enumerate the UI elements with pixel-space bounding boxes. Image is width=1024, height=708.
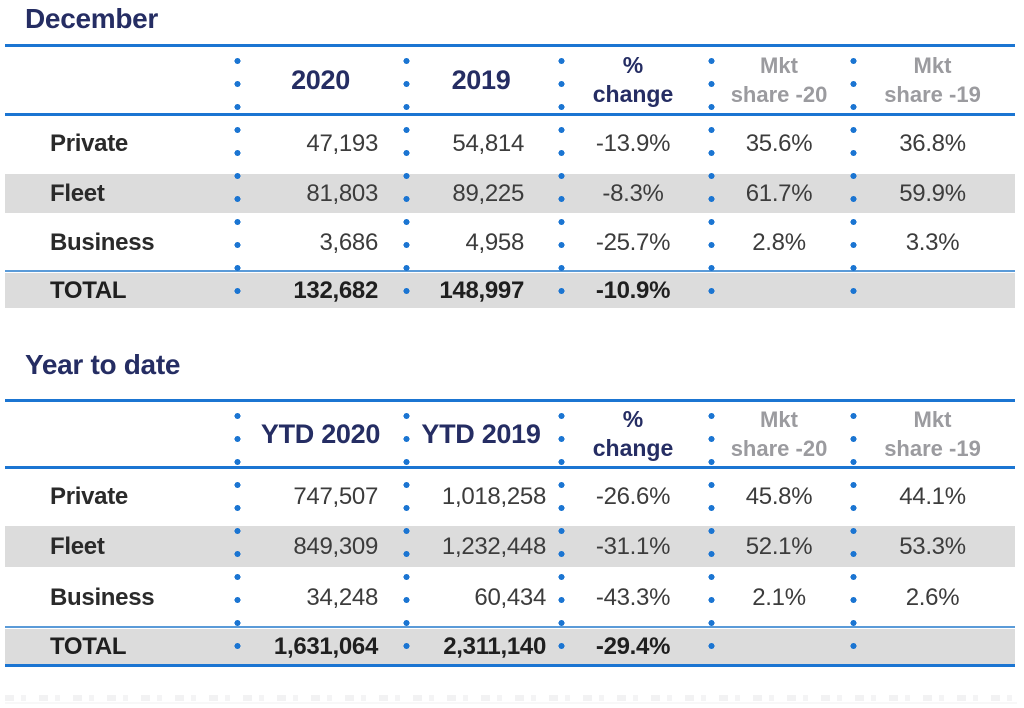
header-row: YTD 2020 YTD 2019 % change Mkt share -20…: [5, 402, 1015, 466]
table-row-business: Business 34,248 60,434 -43.3% 2.1% 2.6%: [5, 569, 1015, 626]
total-top-rule: [5, 270, 1015, 272]
value-mkt-share-19: 59.9%: [899, 179, 966, 207]
value-2020: 3,686: [319, 228, 378, 256]
table-row-total: TOTAL 132,682 148,997 -10.9%: [5, 272, 1015, 308]
value-mkt-share-20: 2.8%: [752, 228, 806, 256]
value-mkt-share-19: 53.3%: [899, 532, 966, 560]
table-row-business: Business 3,686 4,958 -25.7% 2.8% 3.3%: [5, 215, 1015, 270]
header-bottom-rule: [5, 466, 1015, 469]
row-label: TOTAL: [50, 276, 127, 304]
value-ytd-2020: 1,631,064: [273, 632, 378, 660]
row-label: Fleet: [50, 532, 105, 560]
value-mkt-share-19: 2.6%: [905, 583, 960, 611]
value-ytd-2019: 2,311,140: [443, 632, 546, 660]
header-2020: 2020: [291, 64, 350, 95]
value-ytd-2019: 1,018,258: [441, 482, 546, 510]
table-row-private: Private 47,193 54,814 -13.9% 35.6% 36.8%: [5, 116, 1015, 172]
value-mkt-share-20: 35.6%: [745, 130, 813, 157]
header-mkt-share-19: Mkt share -19: [884, 407, 981, 461]
header-bottom-rule: [5, 113, 1015, 116]
value-mkt-share-19: 44.1%: [899, 482, 966, 510]
value-mkt-share-20: 45.8%: [745, 482, 813, 510]
value-2019: 54,814: [452, 130, 524, 157]
header-mkt-share-19: Mkt share -19: [884, 53, 981, 107]
header-mkt-share-20: Mkt share -20: [730, 53, 828, 107]
table-row-fleet: Fleet 849,309 1,232,448 -31.1% 52.1% 53.…: [5, 524, 1015, 569]
december-table: 2020 2019 % change Mkt share -20 Mkt sha…: [5, 44, 1015, 308]
value-change: -25.7%: [595, 228, 671, 256]
value-change: -26.6%: [595, 482, 671, 510]
value-ytd-2020: 34,248: [306, 583, 378, 611]
header-ytd-2020: YTD 2020: [260, 418, 381, 449]
value-2020: 47,193: [306, 130, 378, 157]
value-ytd-2019: 60,434: [474, 583, 546, 611]
table-row-fleet: Fleet 81,803 89,225 -8.3% 61.7% 59.9%: [5, 172, 1015, 215]
header-ytd-2019: YTD 2019: [421, 418, 541, 449]
value-2019: 4,958: [465, 228, 524, 256]
table-top-rule: [5, 44, 1015, 47]
header-pct-change: % change: [592, 406, 674, 461]
table-row-total: TOTAL 1,631,064 2,311,140 -29.4%: [5, 628, 1015, 664]
value-mkt-share-20: 61.7%: [745, 179, 813, 207]
row-label: TOTAL: [50, 632, 127, 660]
value-change: -10.9%: [595, 276, 671, 304]
value-change: -13.9%: [595, 130, 671, 157]
header-mkt-share-20: Mkt share -20: [730, 407, 828, 461]
row-label: Private: [50, 482, 128, 510]
table-row-private: Private 747,507 1,018,258 -26.6% 45.8% 4…: [5, 469, 1015, 524]
value-mkt-share-20: 52.1%: [745, 532, 813, 560]
value-mkt-share-20: 2.1%: [752, 583, 806, 611]
header-row: 2020 2019 % change Mkt share -20 Mkt sha…: [5, 47, 1015, 113]
value-2020: 81,803: [306, 179, 378, 207]
total-top-rule: [5, 626, 1015, 628]
row-label: Fleet: [50, 179, 105, 207]
value-mkt-share-19: 3.3%: [905, 228, 960, 256]
value-ytd-2020: 747,507: [293, 482, 378, 510]
row-label: Business: [50, 583, 155, 611]
header-2019: 2019: [451, 64, 511, 95]
section-title-year-to-date: Year to date: [25, 349, 181, 380]
value-ytd-2020: 849,309: [293, 532, 378, 560]
row-label: Private: [50, 130, 128, 157]
value-change: -29.4%: [595, 632, 671, 660]
value-change: -31.1%: [595, 532, 671, 560]
row-label: Business: [50, 228, 155, 256]
table-top-rule: [5, 399, 1015, 402]
value-change: -8.3%: [602, 179, 664, 207]
header-pct-change: % change: [592, 52, 674, 107]
value-2020: 132,682: [293, 276, 378, 304]
cut-off-next-section-hint: [5, 695, 1017, 704]
value-change: -43.3%: [595, 583, 671, 611]
value-2019: 148,997: [439, 276, 524, 304]
section-title-december: December: [25, 3, 159, 34]
year-to-date-table: YTD 2020 YTD 2019 % change Mkt share -20…: [5, 399, 1015, 667]
table-bottom-rule: [5, 664, 1015, 667]
value-ytd-2019: 1,232,448: [441, 532, 546, 560]
value-2019: 89,225: [452, 179, 524, 207]
value-mkt-share-19: 36.8%: [899, 130, 966, 157]
